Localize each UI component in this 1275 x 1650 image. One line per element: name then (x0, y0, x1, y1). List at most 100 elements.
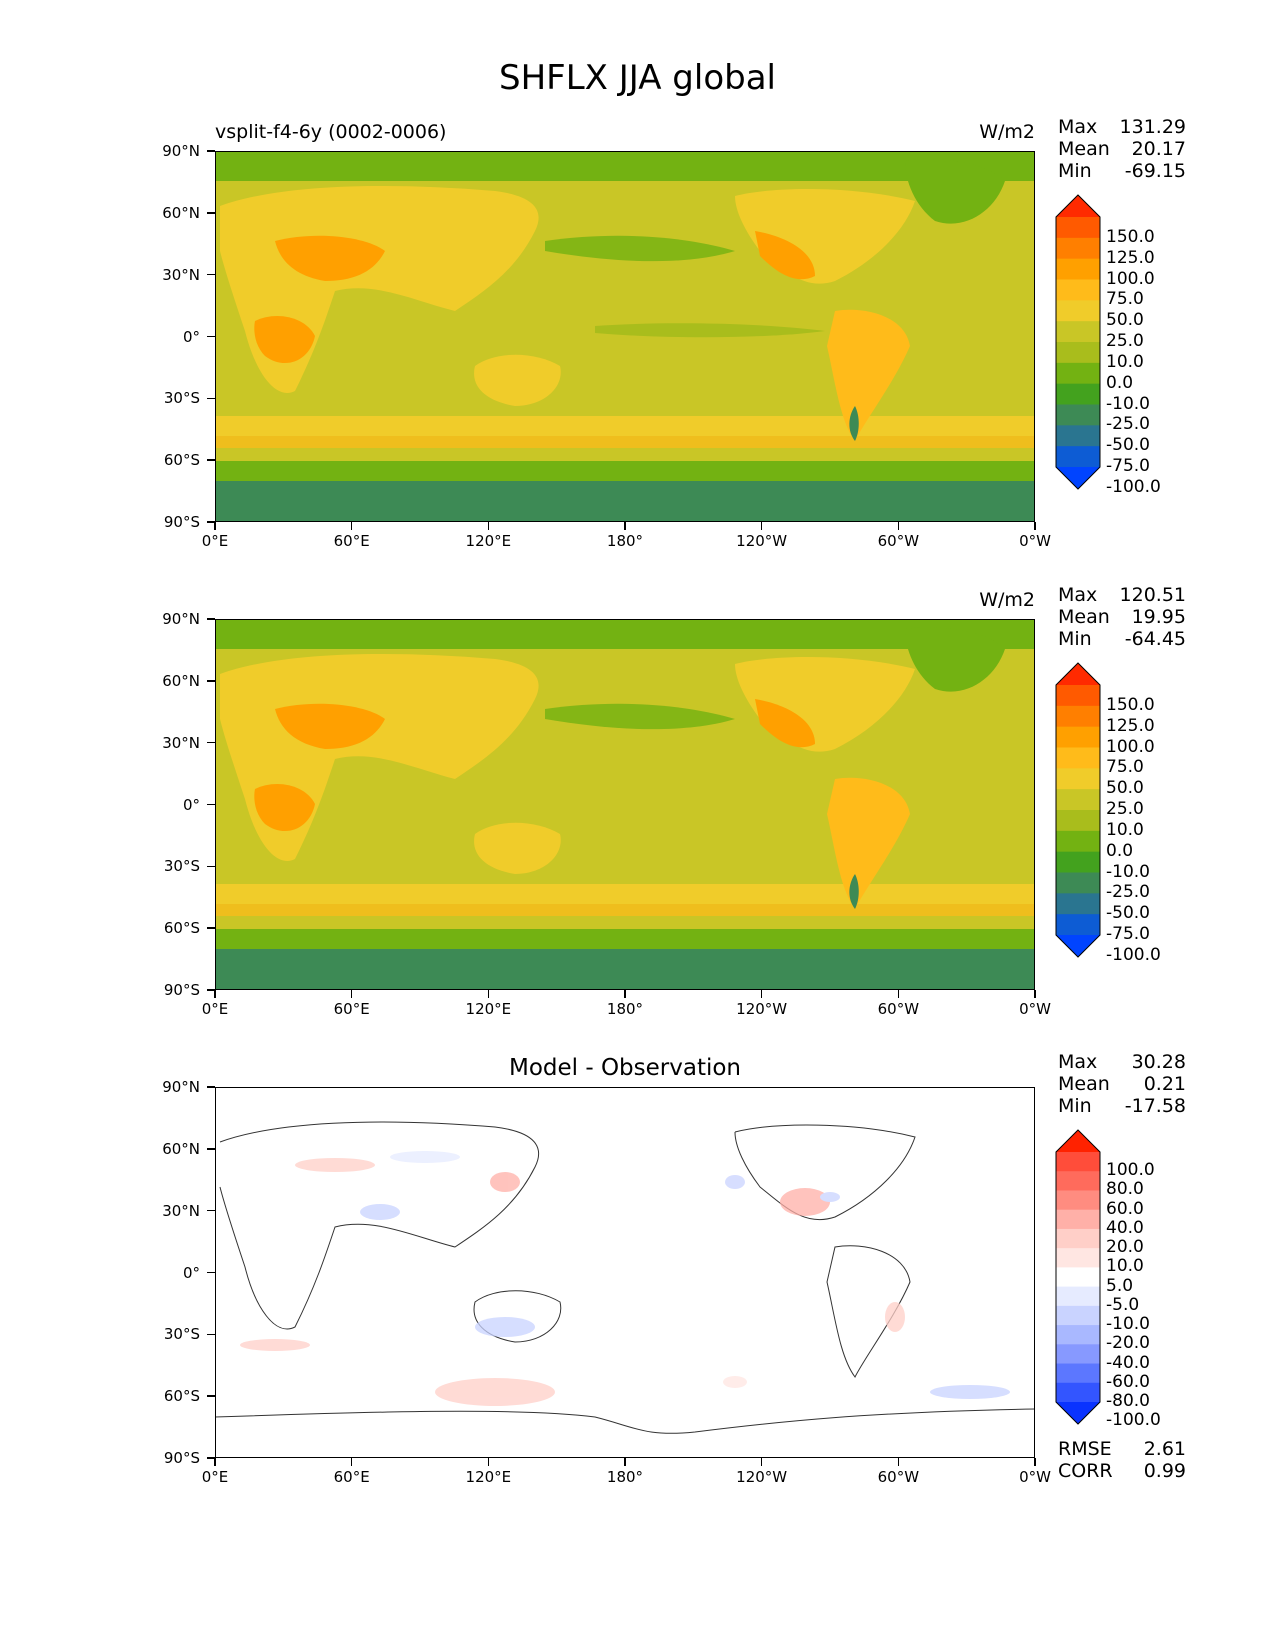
rmse-label: RMSE (1058, 1438, 1112, 1460)
y-tick-label: 60°N (162, 203, 200, 222)
x-tick-label: 0°E (201, 532, 229, 550)
colorbar-segment (1056, 1228, 1100, 1249)
colorbar-segment (1056, 217, 1100, 239)
colorbar-extend-min (1056, 935, 1100, 957)
colorbar-segment (1056, 279, 1100, 301)
x-tick-label: 180° (606, 532, 644, 550)
y-tick-label: 90°S (163, 1449, 200, 1467)
y-tick-label: 30°S (163, 1325, 200, 1344)
y-tick-mark (207, 397, 215, 400)
y-tick-mark (207, 1333, 215, 1336)
y-tick-label: 60°S (163, 919, 200, 938)
colorbar-tick-label: -75.0 (1106, 924, 1150, 944)
colorbar-reference (1055, 662, 1101, 958)
colorbar-tick-label: 100.0 (1106, 736, 1155, 757)
panel-reference: W/m2 Max 120.51 Mean 19.95 Min -64.45 150.0… (0, 0, 1275, 990)
x-tick-label: 0°E (201, 1468, 229, 1486)
colorbar-segment (1056, 851, 1100, 873)
colorbar-segment (1056, 1152, 1100, 1172)
y-tick-label: 90°N (162, 610, 200, 628)
colorbar-extend-max (1056, 1130, 1100, 1152)
colorbar-svg (1055, 662, 1101, 958)
colorbar-tick-label: -75.0 (1106, 456, 1150, 476)
y-tick-label: 90°N (162, 1078, 200, 1096)
panel-reference-units: W/m2 (979, 589, 1035, 611)
stat-mean-value: 19.95 (1131, 606, 1186, 628)
colorbar-tick-label: -10.0 (1106, 1314, 1150, 1335)
colorbar-tick-label: -10.0 (1106, 393, 1150, 414)
colorbar-segment (1056, 914, 1100, 936)
y-tick-mark (207, 865, 215, 868)
x-tick-label: 0°W (1019, 532, 1051, 550)
colorbar-test (1055, 194, 1101, 490)
x-tick-mark (897, 1458, 900, 1466)
x-tick-label: 60°E (333, 1000, 370, 1018)
colorbar-segment (1056, 789, 1100, 811)
colorbar-segment (1056, 1190, 1100, 1211)
stat-min-value: -64.45 (1124, 628, 1186, 650)
x-tick-label: 0°E (201, 1000, 229, 1018)
colorbar-extend-max (1056, 663, 1100, 685)
x-tick-label: 180° (606, 1468, 644, 1486)
colorbar-segment (1056, 383, 1100, 405)
x-tick-label: 60°W (877, 532, 920, 550)
y-tick-mark (207, 273, 215, 276)
x-tick-mark (760, 522, 763, 530)
y-tick-mark (207, 459, 215, 461)
x-tick-mark (760, 1458, 763, 1466)
x-tick-label: 120°W (736, 1000, 788, 1018)
rmse-value: 2.61 (1143, 1438, 1186, 1460)
x-tick-mark (624, 522, 626, 530)
colorbar-segment (1056, 685, 1100, 707)
colorbar-outline (1055, 194, 1101, 490)
y-tick-label: 0° (182, 327, 200, 346)
colorbar-segment (1056, 1363, 1100, 1384)
y-tick-mark (207, 1457, 215, 1459)
colorbar-tick-label: 150.0 (1106, 694, 1155, 715)
colorbar-tick-label: 80.0 (1106, 1179, 1144, 1200)
map-reference (215, 619, 1035, 990)
colorbar-segment (1056, 705, 1100, 728)
x-tick-mark (350, 522, 353, 530)
x-tick-mark (624, 990, 626, 998)
stat-max-label: Max (1058, 584, 1098, 606)
y-tick-mark (207, 741, 215, 744)
colorbar-tick-label: -25.0 (1106, 414, 1150, 435)
colorbar-tick-label: 125.0 (1106, 715, 1155, 736)
x-tick-mark (214, 522, 216, 530)
colorbar-tick-label: -50.0 (1106, 435, 1150, 456)
x-tick-mark (760, 990, 763, 998)
y-tick-label: 60°N (162, 1139, 200, 1158)
colorbar-segment (1056, 321, 1100, 343)
colorbar-segment (1056, 1171, 1100, 1191)
colorbar-tick-label: -80.0 (1106, 1391, 1150, 1411)
colorbar-segment (1056, 1382, 1100, 1403)
colorbar-tick-label: -100.0 (1106, 476, 1161, 497)
y-tick-label: 0° (182, 1263, 200, 1282)
y-tick-label: 0° (182, 795, 200, 814)
y-tick-mark (207, 212, 215, 214)
colorbar-tick-label: -100.0 (1106, 1410, 1161, 1431)
colorbar-segment (1056, 1325, 1100, 1345)
colorbar-segment (1056, 362, 1100, 385)
y-tick-mark (207, 1395, 215, 1397)
colorbar-difference (1055, 1129, 1101, 1425)
y-tick-label: 60°S (163, 1387, 200, 1406)
colorbar-tick-label: -40.0 (1106, 1352, 1150, 1373)
y-tick-mark (207, 521, 215, 523)
y-tick-mark (207, 989, 215, 991)
y-tick-label: 30°N (162, 1201, 200, 1220)
y-tick-label: 60°S (163, 451, 200, 470)
stat-max-value: 30.28 (1131, 1051, 1186, 1073)
colorbar-segment (1056, 258, 1100, 280)
colorbar-segment (1056, 872, 1100, 894)
stat-min-label: Min (1058, 160, 1092, 182)
colorbar-segment (1056, 1209, 1100, 1230)
corr-label: CORR (1058, 1460, 1113, 1482)
colorbar-tick-label: 40.0 (1106, 1217, 1144, 1238)
colorbar-segment (1056, 726, 1100, 748)
x-tick-label: 120°E (465, 532, 512, 550)
colorbar-tick-label: 60.0 (1106, 1198, 1144, 1219)
x-tick-mark (897, 990, 900, 998)
y-tick-label: 30°S (163, 857, 200, 876)
